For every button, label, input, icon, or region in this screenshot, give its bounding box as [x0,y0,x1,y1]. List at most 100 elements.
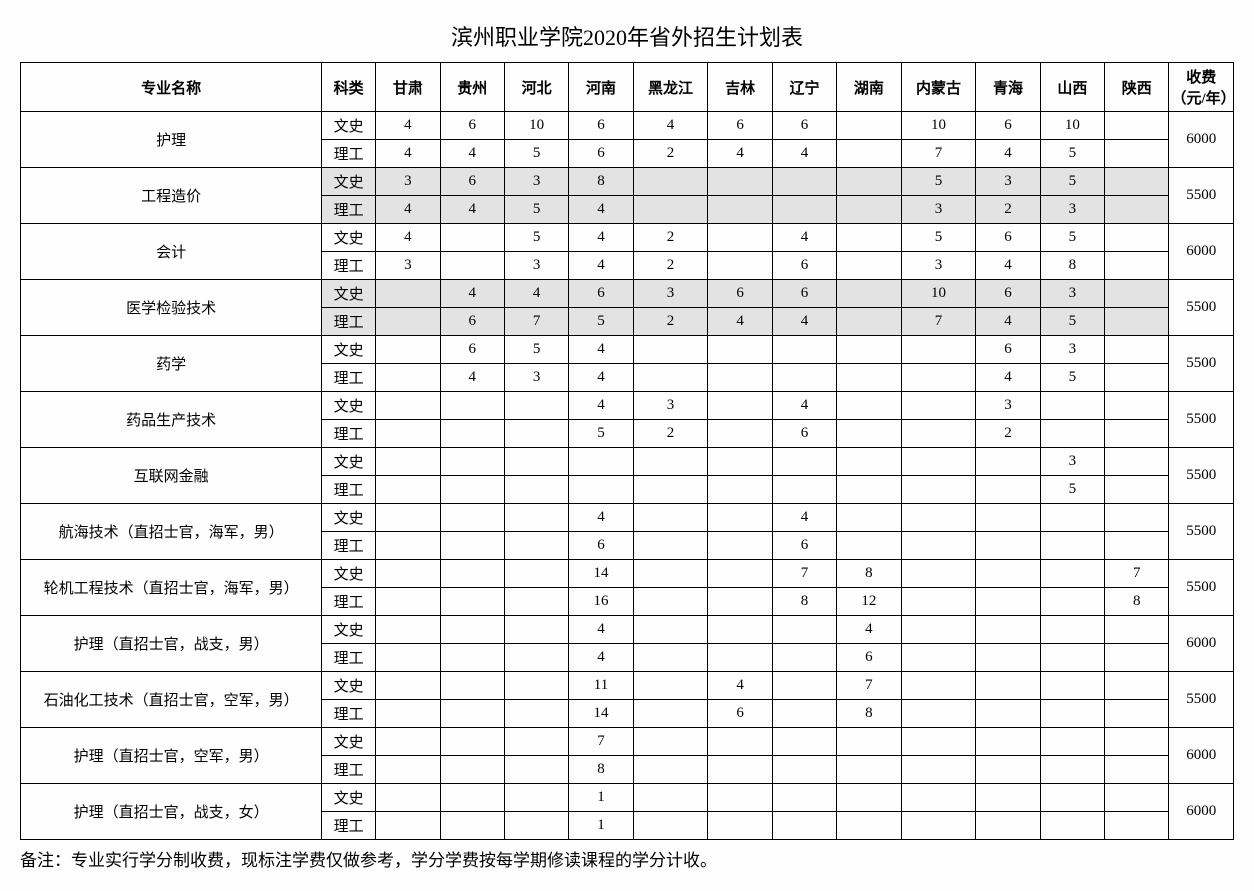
value-cell: 10 [901,280,976,308]
header-prov: 吉林 [708,63,772,112]
value-cell: 3 [1040,280,1104,308]
value-cell [837,504,901,532]
value-cell [1105,476,1169,504]
value-cell [901,756,976,784]
type-cell: 理工 [322,532,376,560]
header-prov: 河北 [504,63,568,112]
value-cell: 3 [504,252,568,280]
value-cell [376,784,440,812]
value-cell: 14 [569,560,633,588]
value-cell [837,448,901,476]
value-cell [772,728,836,756]
value-cell: 6 [440,168,504,196]
type-cell: 理工 [322,420,376,448]
fee-cell: 6000 [1169,616,1234,672]
value-cell: 5 [1040,364,1104,392]
value-cell: 5 [569,420,633,448]
type-cell: 文史 [322,392,376,420]
value-cell [708,168,772,196]
fee-cell: 6000 [1169,112,1234,168]
value-cell [440,672,504,700]
value-cell [376,644,440,672]
value-cell: 4 [569,252,633,280]
table-row: 护理（直招士官，空军，男）文史76000 [21,728,1234,756]
value-cell: 4 [708,140,772,168]
value-cell: 3 [633,392,708,420]
value-cell [569,448,633,476]
value-cell: 7 [901,308,976,336]
value-cell: 2 [976,420,1040,448]
value-cell: 3 [976,392,1040,420]
value-cell [440,476,504,504]
table-row: 药品生产技术文史43435500 [21,392,1234,420]
value-cell [376,336,440,364]
value-cell [633,784,708,812]
value-cell [633,168,708,196]
type-cell: 文史 [322,784,376,812]
value-cell [633,728,708,756]
value-cell [772,168,836,196]
value-cell [633,672,708,700]
value-cell: 4 [569,364,633,392]
value-cell: 3 [901,196,976,224]
value-cell [633,588,708,616]
type-cell: 文史 [322,112,376,140]
value-cell: 8 [837,700,901,728]
value-cell: 6 [569,140,633,168]
value-cell [633,364,708,392]
value-cell [837,252,901,280]
value-cell: 6 [569,532,633,560]
value-cell [1105,308,1169,336]
major-name: 药品生产技术 [21,392,322,448]
value-cell: 6 [708,280,772,308]
value-cell [440,728,504,756]
table-row: 石油化工技术（直招士官，空军，男）文史11475500 [21,672,1234,700]
type-cell: 文史 [322,280,376,308]
value-cell [504,812,568,840]
value-cell: 8 [837,560,901,588]
value-cell: 6 [569,112,633,140]
value-cell [440,224,504,252]
type-cell: 理工 [322,140,376,168]
header-major: 专业名称 [21,63,322,112]
value-cell: 5 [569,308,633,336]
value-cell: 16 [569,588,633,616]
value-cell: 4 [440,196,504,224]
type-cell: 文史 [322,336,376,364]
value-cell: 4 [376,140,440,168]
value-cell [376,532,440,560]
value-cell [504,588,568,616]
value-cell: 4 [569,196,633,224]
value-cell: 3 [504,168,568,196]
type-cell: 文史 [322,504,376,532]
header-fee: 收费（元/年） [1169,63,1234,112]
table-header-row: 专业名称 科类 甘肃 贵州 河北 河南 黑龙江 吉林 辽宁 湖南 内蒙古 青海 … [21,63,1234,112]
value-cell [901,812,976,840]
value-cell: 12 [837,588,901,616]
value-cell [772,644,836,672]
value-cell: 10 [1040,112,1104,140]
value-cell [440,252,504,280]
value-cell [1040,420,1104,448]
value-cell [504,784,568,812]
value-cell: 5 [1040,224,1104,252]
value-cell [901,420,976,448]
value-cell [1105,336,1169,364]
value-cell [976,784,1040,812]
value-cell: 3 [1040,196,1104,224]
value-cell: 4 [504,280,568,308]
major-name: 护理（直招士官，空军，男） [21,728,322,784]
value-cell [1040,392,1104,420]
value-cell [708,504,772,532]
value-cell: 4 [569,224,633,252]
type-cell: 理工 [322,308,376,336]
type-cell: 理工 [322,476,376,504]
value-cell: 6 [772,112,836,140]
value-cell [772,476,836,504]
value-cell [633,448,708,476]
value-cell [901,644,976,672]
value-cell: 7 [837,672,901,700]
value-cell [1040,728,1104,756]
value-cell [376,364,440,392]
table-row: 药学文史654635500 [21,336,1234,364]
